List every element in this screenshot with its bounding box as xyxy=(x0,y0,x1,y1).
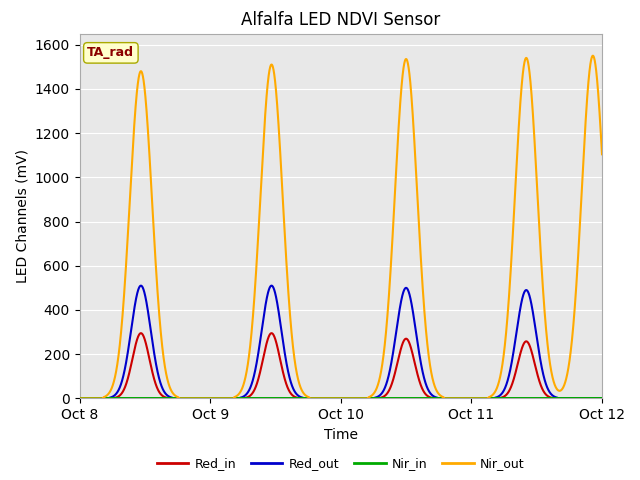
Legend: Red_in, Red_out, Nir_in, Nir_out: Red_in, Red_out, Nir_in, Nir_out xyxy=(152,452,529,475)
Y-axis label: LED Channels (mV): LED Channels (mV) xyxy=(15,149,29,283)
Title: Alfalfa LED NDVI Sensor: Alfalfa LED NDVI Sensor xyxy=(241,11,440,29)
Text: TA_rad: TA_rad xyxy=(88,47,134,60)
X-axis label: Time: Time xyxy=(324,428,358,442)
